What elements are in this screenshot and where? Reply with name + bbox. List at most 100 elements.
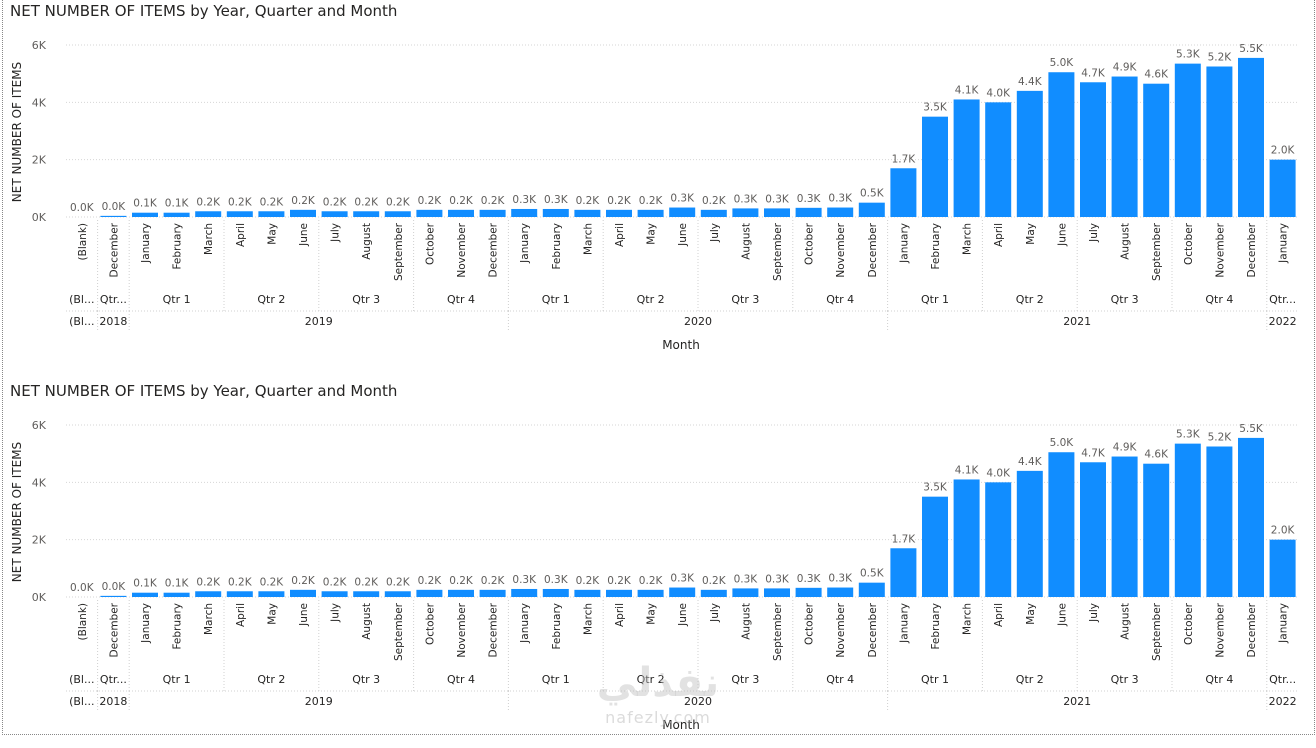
bar <box>700 209 727 217</box>
data-label: 0.1K <box>165 198 190 210</box>
axis-separators <box>66 220 1299 332</box>
bar <box>132 212 158 217</box>
month-tick-label: August <box>740 223 752 260</box>
bar <box>226 211 253 217</box>
data-label: 4.7K <box>1081 67 1106 79</box>
month-tick-label: December <box>867 222 879 277</box>
data-label: 0.3K <box>765 573 790 585</box>
month-tick-label: June <box>677 603 689 627</box>
month-tick-label: October <box>804 602 816 645</box>
month-tick-label: May <box>1025 603 1037 625</box>
data-label: 0.2K <box>323 196 348 208</box>
month-tick-label: March <box>962 223 974 255</box>
data-label: 0.5K <box>860 568 885 580</box>
bar <box>858 582 885 597</box>
data-label: 0.1K <box>133 198 158 210</box>
month-tick-label: September <box>772 222 784 281</box>
quarter-label: (Bl... <box>69 293 94 306</box>
quarter-label: Qtr... <box>1269 293 1296 306</box>
year-label: 2022 <box>1269 695 1297 708</box>
month-tick-label: April <box>235 603 247 627</box>
data-label: 0.3K <box>797 193 822 205</box>
month-tick-label: March <box>582 223 594 255</box>
bar-chart-visual-1[interactable]: NET NUMBER OF ITEMS by Year, Quarter and… <box>0 0 1316 368</box>
data-label: 4.9K <box>1113 62 1138 74</box>
y-tick-label: 4K <box>32 476 47 489</box>
quarter-label: Qtr 1 <box>163 673 191 686</box>
y-tick-label: 0K <box>32 211 47 224</box>
month-tick-label: December <box>867 602 879 657</box>
bar <box>890 548 917 597</box>
month-tick-label: September <box>1151 602 1163 661</box>
bar <box>1174 443 1201 597</box>
bar <box>1048 72 1075 217</box>
bar <box>985 102 1012 217</box>
bar <box>827 207 854 217</box>
data-label: 4.4K <box>1018 456 1043 468</box>
quarter-label: Qtr 4 <box>826 293 854 306</box>
bar <box>479 209 506 217</box>
bar-chart-visual-2[interactable]: NET NUMBER OF ITEMS by Year, Quarter and… <box>0 380 1316 748</box>
quarter-label: Qtr 2 <box>637 673 665 686</box>
bar <box>764 588 790 597</box>
month-tick-label: January <box>519 603 531 644</box>
data-label: 0.3K <box>670 573 695 585</box>
year-label: 2019 <box>305 695 333 708</box>
data-label: 0.0K <box>102 581 127 593</box>
month-tick-label: November <box>835 602 847 657</box>
month-tick-label: December <box>108 222 120 277</box>
y-axis-title: NET NUMBER OF ITEMS <box>10 442 24 582</box>
bar <box>637 209 664 217</box>
bar <box>1269 539 1296 597</box>
bar <box>226 591 253 597</box>
month-tick-label: October <box>424 602 436 645</box>
bar <box>321 211 348 217</box>
data-label: 0.2K <box>418 575 443 587</box>
data-label: 0.2K <box>449 575 474 587</box>
bar <box>606 209 632 217</box>
quarter-label: Qtr 1 <box>542 293 570 306</box>
quarter-label: Qtr... <box>1269 673 1296 686</box>
data-label: 1.7K <box>892 153 917 165</box>
month-tick-label: January <box>1278 223 1290 264</box>
month-tick-label: January <box>140 603 152 644</box>
year-label: 2018 <box>99 315 127 328</box>
bar <box>258 591 285 597</box>
bar <box>163 212 190 217</box>
month-tick-label: (Blank) <box>77 223 89 260</box>
month-tick-label: October <box>1183 602 1195 645</box>
year-label: 2022 <box>1269 315 1297 328</box>
bar <box>542 208 569 217</box>
quarter-label: Qtr 2 <box>257 673 285 686</box>
bar-chart-svg: 0K 2K 4K 6K NET NUMBER OF ITEMS 0.0K (Blank) 0.… <box>10 419 1299 732</box>
month-tick-label: December <box>1246 602 1258 657</box>
bar <box>732 588 759 597</box>
bar <box>353 211 380 217</box>
quarter-label: Qtr... <box>100 293 127 306</box>
month-tick-label: October <box>804 222 816 265</box>
month-tick-label: September <box>393 222 405 281</box>
month-tick-label: July <box>1088 223 1100 243</box>
quarter-label: Qtr 1 <box>921 293 949 306</box>
quarter-label: Qtr 3 <box>352 673 380 686</box>
quarter-label: Qtr 4 <box>826 673 854 686</box>
bar <box>1143 83 1170 217</box>
bar <box>1143 463 1170 597</box>
year-label: 2018 <box>99 695 127 708</box>
bar <box>1016 470 1043 597</box>
quarter-label: Qtr 4 <box>1205 293 1233 306</box>
bar <box>827 587 854 597</box>
month-tick-label: December <box>1246 222 1258 277</box>
month-tick-label: February <box>930 223 942 270</box>
bar <box>448 209 474 217</box>
month-tick-label: January <box>898 223 910 264</box>
quarter-label: Qtr... <box>100 673 127 686</box>
data-label: 0.3K <box>544 194 569 206</box>
month-tick-label: June <box>677 223 689 247</box>
month-tick-label: December <box>488 602 500 657</box>
data-label: 0.2K <box>291 575 316 587</box>
month-tick-label: January <box>898 603 910 644</box>
data-label: 5.2K <box>1208 52 1233 64</box>
month-tick-label: January <box>519 223 531 264</box>
bar <box>448 589 474 597</box>
